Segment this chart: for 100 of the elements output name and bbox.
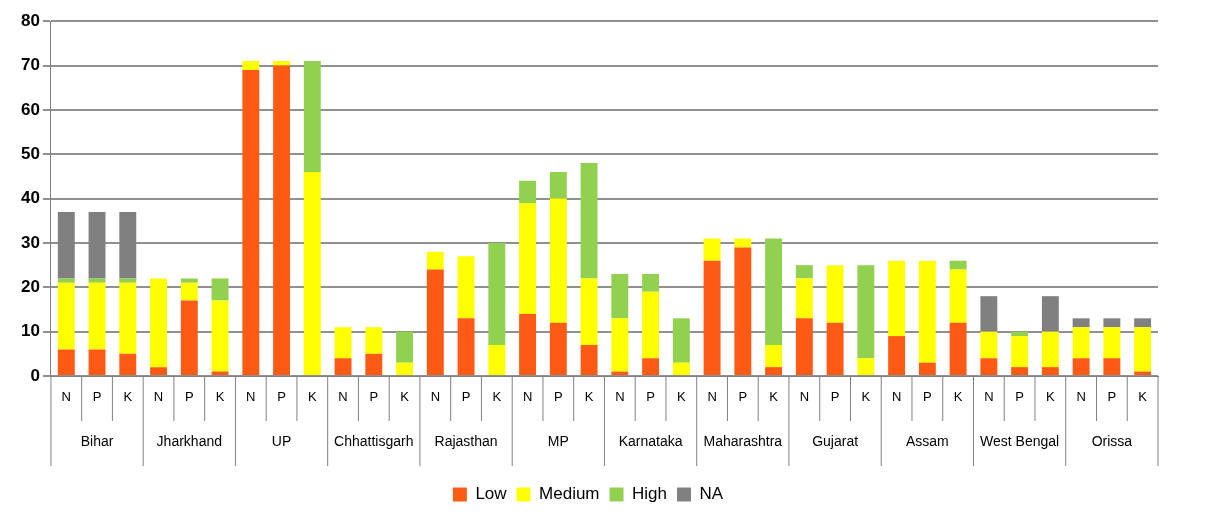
bar (949, 260, 967, 270)
x-tick-label: P (461, 389, 471, 405)
x-tick-label: K (677, 389, 686, 405)
x-tick-label: P (830, 389, 840, 405)
bar (457, 256, 475, 319)
bar (1072, 318, 1090, 328)
bar (549, 322, 567, 375)
x-tick-label: N (799, 389, 810, 405)
bar (396, 331, 414, 363)
bar (519, 203, 537, 314)
x-tick-label: P (369, 389, 379, 405)
bar (119, 353, 137, 375)
bar (1103, 358, 1121, 375)
bar (672, 318, 690, 363)
bar (580, 278, 598, 345)
bar (365, 353, 383, 375)
bar (180, 300, 198, 375)
y-tick-label: 30 (20, 232, 40, 252)
bar (211, 300, 229, 372)
x-tick-label: P (553, 389, 563, 405)
x-tick-label: K (953, 389, 963, 405)
bar (642, 291, 660, 359)
x-tick-label: N (1076, 389, 1086, 405)
bar (918, 260, 936, 363)
x-tick-label: K (400, 389, 410, 405)
bar (88, 278, 106, 283)
bar (795, 265, 813, 279)
bar (918, 362, 936, 375)
x-tick-label: P (1015, 389, 1024, 405)
bar (611, 274, 629, 319)
bar (642, 274, 660, 292)
bar (242, 61, 260, 70)
legend-label: NA (699, 484, 724, 504)
bar (57, 349, 75, 375)
y-tick-label: 70 (20, 55, 40, 75)
bar (765, 367, 783, 375)
x-tick-label: K (769, 389, 779, 405)
x-tick-label: N (61, 389, 71, 405)
x-tick-label: P (923, 389, 932, 405)
y-tick-label: 0 (30, 365, 40, 385)
bar (949, 269, 967, 323)
text: West Bengal (980, 432, 1060, 449)
text: Orissa (1091, 432, 1133, 449)
y-tick-label: 40 (20, 188, 40, 208)
x-tick-label: N (153, 389, 164, 405)
bar (303, 171, 321, 375)
bar (488, 242, 506, 345)
text: Gujarat (812, 432, 859, 449)
bar (57, 278, 75, 283)
bar (1103, 318, 1121, 328)
bar (1041, 296, 1059, 332)
bar (734, 247, 752, 375)
x-tick-label: P (738, 389, 748, 405)
x-tick-label: N (522, 389, 533, 405)
bar (242, 69, 260, 375)
bar (580, 163, 598, 279)
bar (1072, 327, 1090, 359)
bar (980, 331, 998, 359)
bar (1072, 358, 1090, 375)
bar (273, 61, 291, 66)
bar (273, 65, 291, 375)
bar (57, 211, 75, 279)
bar (703, 238, 721, 261)
bar (119, 211, 137, 279)
x-tick-label: N (338, 389, 348, 405)
y-tick-label: 10 (20, 321, 40, 341)
x-tick-label: P (92, 389, 102, 405)
x-tick-label: P (277, 389, 286, 405)
text: Bihar (80, 432, 114, 449)
x-tick-label: N (615, 389, 625, 405)
bar (888, 336, 906, 375)
bar (949, 322, 967, 375)
bar (88, 282, 106, 350)
bar (334, 327, 352, 359)
bar (150, 278, 167, 368)
x-tick-label: P (184, 389, 194, 405)
bar (795, 278, 813, 319)
bar (334, 358, 352, 375)
bar (426, 251, 444, 270)
bar (765, 238, 783, 345)
bar (211, 278, 229, 301)
bar (888, 260, 906, 337)
bar (980, 358, 998, 375)
x-tick-label: K (1046, 389, 1056, 405)
text: UP (271, 432, 292, 449)
bar (1011, 367, 1029, 375)
y-tick-label: 80 (20, 10, 40, 30)
bar (857, 265, 875, 359)
bar (57, 282, 75, 350)
bar (303, 61, 321, 172)
bar (642, 358, 660, 375)
bar (1041, 367, 1059, 375)
text: Jharkhand (156, 432, 222, 449)
bar (1134, 327, 1152, 372)
bar (549, 171, 567, 199)
bar (1041, 331, 1059, 368)
x-tick-label: N (707, 389, 717, 405)
bar (765, 344, 783, 368)
text: Chhattisgarh (334, 432, 414, 449)
x-tick-label: K (123, 389, 133, 405)
